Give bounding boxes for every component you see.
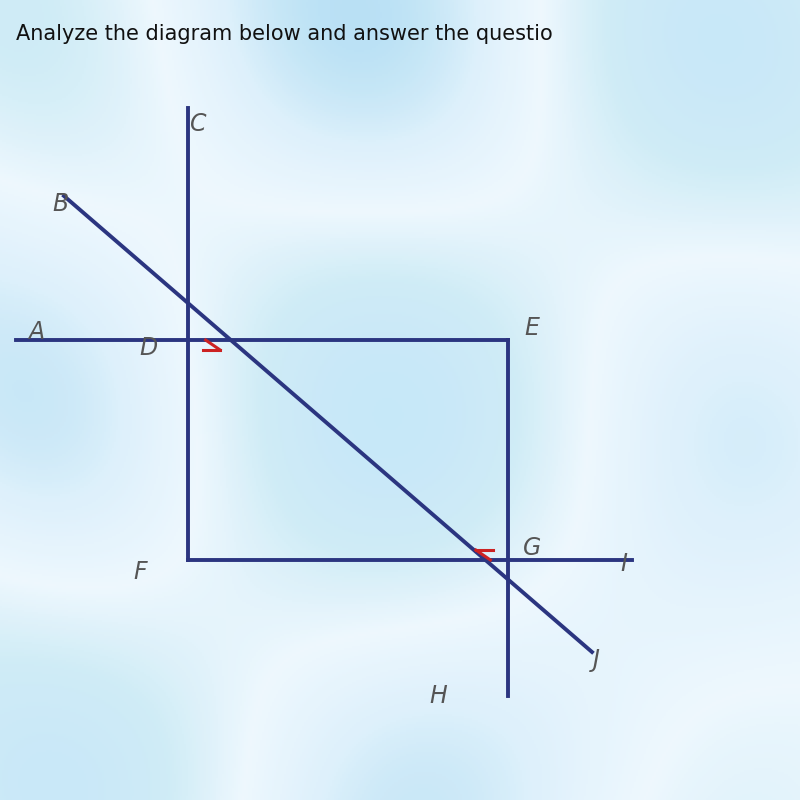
- Text: I: I: [621, 552, 627, 576]
- Text: B: B: [52, 192, 68, 216]
- Text: C: C: [190, 112, 206, 136]
- Text: F: F: [133, 560, 147, 584]
- Text: E: E: [525, 316, 539, 340]
- Text: Analyze the diagram below and answer the questio: Analyze the diagram below and answer the…: [16, 24, 553, 44]
- Text: H: H: [430, 684, 447, 708]
- Text: A: A: [28, 320, 44, 344]
- Text: D: D: [139, 336, 157, 360]
- Text: G: G: [523, 536, 541, 560]
- Text: J: J: [593, 648, 599, 672]
